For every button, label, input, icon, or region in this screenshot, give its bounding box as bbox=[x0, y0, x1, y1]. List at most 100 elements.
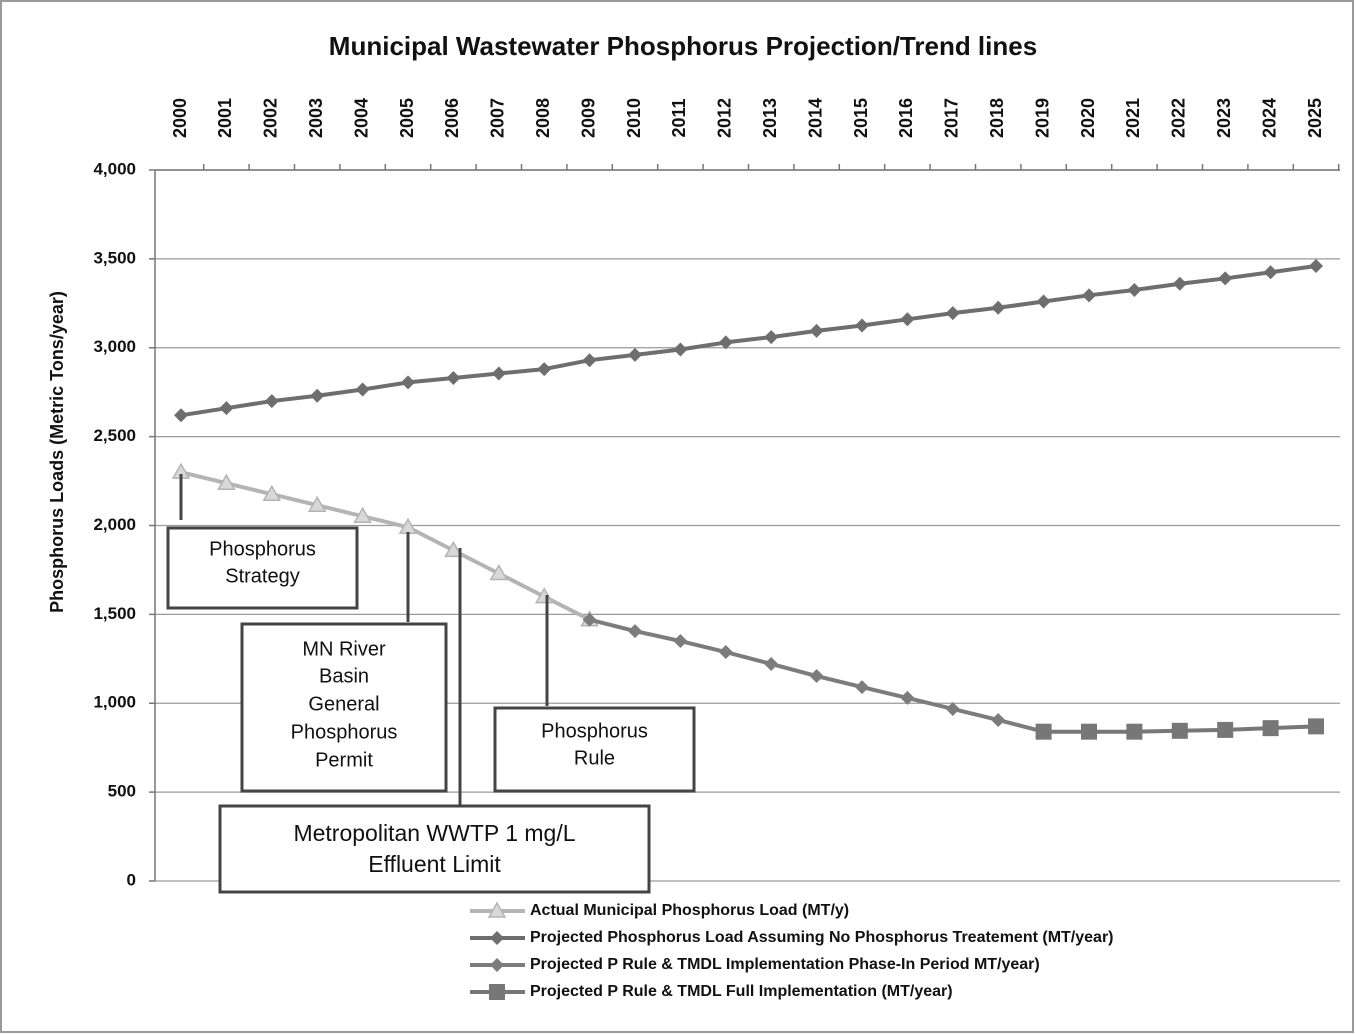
point-marker bbox=[582, 612, 597, 627]
point-marker bbox=[1126, 723, 1143, 740]
point-marker bbox=[1263, 265, 1278, 280]
point-marker bbox=[628, 624, 642, 639]
point-marker bbox=[945, 701, 960, 716]
point-marker bbox=[446, 370, 461, 385]
point-marker bbox=[673, 342, 688, 357]
x-tick-label: 2019 bbox=[1032, 98, 1052, 138]
point-marker bbox=[764, 656, 779, 671]
annotation-text: General bbox=[308, 693, 379, 715]
x-tick-label: 2022 bbox=[1169, 98, 1189, 138]
point-marker bbox=[1035, 723, 1052, 740]
annotation-text: Phosphorus bbox=[541, 720, 648, 742]
point-marker bbox=[900, 690, 915, 705]
x-tick-label: 2013 bbox=[760, 98, 780, 138]
x-tick-label: 2000 bbox=[170, 98, 190, 138]
x-tick-label: 2012 bbox=[715, 98, 735, 138]
x-tick-label: 2007 bbox=[488, 98, 508, 138]
chart-title: Municipal Wastewater Phosphorus Projecti… bbox=[329, 31, 1037, 61]
y-tick-label: 3,500 bbox=[93, 248, 136, 267]
point-marker bbox=[491, 366, 506, 381]
series-line bbox=[180, 264, 1317, 418]
point-marker bbox=[353, 506, 372, 524]
point-marker bbox=[217, 473, 236, 490]
annotation-text: Rule bbox=[574, 747, 615, 769]
point-marker bbox=[444, 540, 463, 558]
point-marker bbox=[945, 306, 960, 321]
x-tick-label: 2001 bbox=[215, 98, 235, 138]
annotation-text: Metropolitan WWTP 1 mg/L bbox=[293, 820, 575, 846]
point-marker bbox=[1036, 294, 1051, 309]
x-tick-label: 2006 bbox=[442, 98, 462, 138]
point-marker bbox=[1171, 722, 1188, 739]
point-marker bbox=[1309, 258, 1323, 273]
point-marker bbox=[1172, 276, 1187, 291]
point-marker bbox=[310, 388, 325, 403]
y-tick-label: 500 bbox=[108, 782, 136, 801]
point-marker bbox=[809, 669, 824, 684]
x-tick-label: 2017 bbox=[942, 98, 962, 138]
x-tick-label: 2014 bbox=[805, 98, 825, 138]
y-tick-label: 1,000 bbox=[93, 693, 136, 712]
y-tick-label: 2,500 bbox=[93, 426, 136, 445]
point-marker bbox=[718, 335, 733, 350]
legend-label: Projected Phosphorus Load Assuming No Ph… bbox=[530, 929, 1114, 946]
point-marker bbox=[1308, 718, 1324, 735]
point-marker bbox=[174, 408, 188, 423]
point-marker bbox=[764, 330, 779, 345]
annotation-text: Phosphorus bbox=[209, 538, 316, 560]
annotation-text: Effluent Limit bbox=[368, 851, 501, 877]
y-tick-label: 0 bbox=[127, 870, 136, 889]
series-line bbox=[180, 470, 591, 622]
point-marker bbox=[809, 323, 824, 338]
point-marker bbox=[264, 394, 279, 409]
point-marker bbox=[1217, 721, 1234, 738]
annotation-box bbox=[218, 804, 651, 894]
point-marker bbox=[1082, 288, 1096, 303]
point-marker bbox=[489, 563, 509, 581]
x-tick-label: 2011 bbox=[669, 98, 689, 137]
annotation-box bbox=[493, 706, 696, 793]
annotation-text: Strategy bbox=[225, 565, 299, 587]
x-tick-label: 2018 bbox=[987, 98, 1007, 138]
annotation-box bbox=[240, 622, 448, 793]
x-tick-label: 2015 bbox=[851, 98, 871, 138]
point-marker bbox=[900, 312, 915, 327]
legend-label: Projected P Rule & TMDL Implementation P… bbox=[530, 956, 1040, 973]
y-tick-label: 3,000 bbox=[93, 337, 136, 356]
point-marker bbox=[855, 680, 869, 695]
point-marker bbox=[855, 318, 869, 333]
x-tick-label: 2005 bbox=[397, 98, 417, 138]
annotation-text: Phosphorus bbox=[291, 721, 398, 743]
point-marker bbox=[1262, 720, 1279, 737]
point-marker bbox=[537, 362, 552, 377]
point-marker bbox=[628, 347, 642, 362]
point-marker bbox=[219, 401, 234, 416]
point-marker bbox=[1127, 282, 1142, 297]
point-marker bbox=[490, 958, 504, 972]
point-marker bbox=[401, 375, 415, 390]
x-tick-label: 2009 bbox=[578, 98, 598, 138]
x-tick-label: 2023 bbox=[1214, 98, 1234, 138]
point-marker bbox=[673, 634, 688, 649]
y-tick-label: 1,500 bbox=[93, 604, 136, 623]
point-marker bbox=[487, 901, 507, 918]
x-tick-label: 2024 bbox=[1259, 98, 1279, 138]
x-tick-label: 2016 bbox=[896, 98, 916, 138]
annotation-text: Permit bbox=[315, 749, 373, 771]
legend-label: Actual Municipal Phosphorus Load (MT/y) bbox=[530, 902, 849, 919]
x-tick-label: 2025 bbox=[1305, 98, 1325, 138]
annotation-box bbox=[166, 526, 359, 610]
y-tick-label: 2,000 bbox=[93, 515, 136, 534]
point-marker bbox=[991, 300, 1006, 315]
x-tick-label: 2008 bbox=[533, 98, 553, 138]
y-tick-label: 4,000 bbox=[93, 159, 136, 178]
annotation-text: MN River bbox=[302, 638, 386, 660]
point-marker bbox=[490, 931, 504, 945]
x-tick-label: 2020 bbox=[1078, 98, 1098, 138]
point-marker bbox=[991, 712, 1006, 727]
x-tick-label: 2004 bbox=[351, 98, 371, 138]
annotation-text: Basin bbox=[319, 665, 369, 687]
y-axis-label: Phosphorus Loads (Metric Tons/year) bbox=[47, 291, 67, 613]
